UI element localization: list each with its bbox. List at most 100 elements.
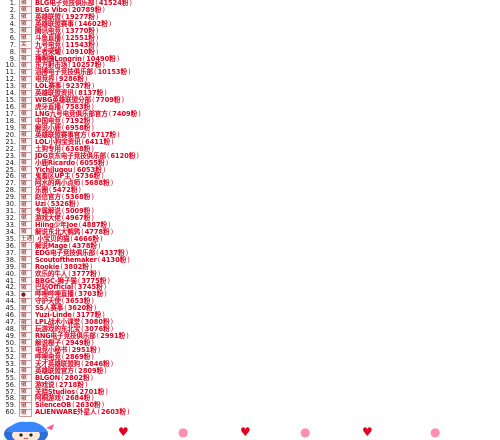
- entry-name[interactable]: 东方射击场: [35, 61, 68, 70]
- badge-icon: 徽: [19, 408, 32, 417]
- follower-count: 6958粉: [65, 123, 91, 132]
- entry-name[interactable]: Rookie: [35, 262, 60, 271]
- list-item: 23. 徽 JDG京东电子竞技俱乐部(6120粉): [0, 151, 500, 161]
- entry-name[interactable]: 阿水的两小点师: [35, 179, 81, 188]
- separator: (: [68, 5, 71, 14]
- entry-name[interactable]: 解说Mage: [35, 241, 68, 250]
- separator: (: [64, 304, 67, 313]
- entry-name[interactable]: 中国电竞: [35, 116, 61, 125]
- entry-name[interactable]: 九号电竞: [35, 40, 61, 49]
- entry-name[interactable]: 电竞小秘书: [35, 345, 68, 354]
- entry-name[interactable]: 斗鱼直播: [35, 33, 61, 42]
- entry-name[interactable]: 天才英雄联盟狗: [35, 359, 81, 368]
- entry-name[interactable]: Uzi: [35, 200, 47, 209]
- separator: ): [95, 33, 99, 42]
- separator: (: [62, 82, 65, 91]
- entry-name[interactable]: LNG九号电竞俱乐部官方: [35, 110, 108, 118]
- follower-count: 2809粉: [78, 366, 104, 375]
- separator: (: [73, 165, 76, 174]
- entry-name[interactable]: 专属解说: [35, 207, 61, 216]
- entry-name[interactable]: 哔哩电竞: [35, 352, 61, 361]
- separator: ): [104, 89, 107, 98]
- list-item: 49. 徽 RNG电子竞技俱乐部(2991粉): [0, 332, 500, 341]
- entry-name[interactable]: 哔哩哔哩直播: [35, 290, 74, 299]
- separator: (: [68, 269, 71, 278]
- entry-name[interactable]: BLGON: [35, 373, 61, 382]
- separator: ): [91, 116, 94, 125]
- follower-count: 3653粉: [65, 297, 91, 306]
- entry-name[interactable]: 英雄联盟赛事官方: [35, 130, 87, 139]
- separator: ): [121, 96, 125, 105]
- entry-name[interactable]: 鬼畜区UP主: [35, 172, 71, 181]
- entry-name[interactable]: 守护天使: [35, 297, 61, 306]
- entry-name[interactable]: Yuzi-Linde: [35, 311, 72, 320]
- entry-name[interactable]: BLG电子竞技俱乐部: [35, 0, 95, 7]
- follower-count: 9286粉: [58, 75, 84, 84]
- rank-number: 23.: [5, 151, 17, 160]
- entry-name[interactable]: 赵信官方: [35, 193, 61, 202]
- separator: (: [60, 262, 63, 271]
- separator: (: [61, 207, 65, 216]
- entry-name[interactable]: EDG电子竞技俱乐部: [35, 248, 96, 257]
- separator: ): [105, 158, 109, 167]
- entry-name[interactable]: 王者荣耀: [35, 47, 61, 56]
- follower-count: 10257粉: [71, 61, 102, 70]
- entry-name[interactable]: 阿桐游戏: [35, 394, 61, 403]
- separator: (: [61, 394, 65, 403]
- separator: (: [55, 75, 58, 84]
- entry-name[interactable]: 欢乐的牛人: [35, 269, 68, 278]
- entry-name[interactable]: Hiing少年Joe: [35, 221, 78, 229]
- entry-name[interactable]: 解说橙子: [35, 338, 61, 347]
- list-item: 56. 徽游戏说(2718粉): [0, 380, 500, 390]
- entry-name[interactable]: 玩游戏的东北宝: [35, 325, 81, 334]
- list-item: 11. 徽滔搏电子竞技俱乐部(10153粉): [0, 68, 500, 77]
- entry-name[interactable]: WBG英雄联盟分部: [35, 96, 91, 105]
- separator: (: [81, 318, 84, 327]
- follower-count: 2949粉: [65, 338, 91, 347]
- entry-name[interactable]: LOL赛事: [35, 82, 62, 91]
- rank-number: 27.: [5, 179, 17, 188]
- list-item: 33. 徽 Hiing少年Joe(4887粉): [0, 221, 500, 230]
- separator: ): [95, 40, 99, 49]
- entry-name[interactable]: 撸啊撸Longrin: [35, 54, 82, 63]
- entry-name[interactable]: 解说东北大鹌鹑: [35, 227, 81, 236]
- rank-number: 9.: [9, 54, 16, 63]
- rank-number: 60.: [5, 408, 17, 417]
- rank-number: 22.: [5, 144, 17, 153]
- entry-name[interactable]: LPL战术小课堂: [35, 318, 81, 327]
- entry-name[interactable]: 解说小鹿: [35, 123, 61, 132]
- entry-name[interactable]: BLG Vibo: [35, 5, 68, 14]
- entry-name[interactable]: 英雄联盟赛事: [35, 19, 74, 28]
- separator: (: [97, 408, 101, 417]
- entry-name[interactable]: 腾讯电竞: [35, 26, 61, 35]
- separator: (: [61, 40, 65, 49]
- entry-name[interactable]: 游戏说: [35, 380, 55, 389]
- entry-name[interactable]: 英雄联盟: [35, 12, 61, 21]
- entry-name[interactable]: 虎牙直播: [35, 103, 61, 112]
- list-item: 1. 徽 BLG电子竞技俱乐部(41524粉): [0, 0, 500, 8]
- entry-name[interactable]: JDG京东电子竞技俱乐部: [35, 151, 106, 160]
- entry-name[interactable]: RNG电子竞技俱乐部: [35, 332, 96, 340]
- entry-name[interactable]: 游戏大佬: [35, 214, 61, 223]
- separator: ): [110, 325, 114, 334]
- entry-name[interactable]: 土狗专用: [35, 144, 61, 153]
- rank-number: 6.: [9, 33, 16, 42]
- entry-name[interactable]: SS人赛事: [35, 304, 64, 313]
- entry-name[interactable]: 英雄联盟官方: [35, 366, 74, 375]
- entry-name[interactable]: 关晓Studios: [35, 387, 75, 396]
- entry-name[interactable]: 电竞界: [35, 75, 55, 84]
- entry-name[interactable]: Yichilugou: [35, 165, 73, 174]
- entry-name[interactable]: BBGC-狮子猫: [35, 276, 77, 285]
- rank-number: 53.: [5, 359, 17, 368]
- entry-name[interactable]: SilenceOB: [35, 401, 72, 410]
- entry-name[interactable]: 滔搏电子竞技俱乐部: [35, 68, 93, 77]
- follower-count: 6368粉: [65, 144, 91, 153]
- entry-name[interactable]: LOL小狗宝资讯: [35, 137, 81, 146]
- entry-name[interactable]: 巴站Official: [35, 283, 74, 292]
- entry-name[interactable]: ALIENWARE外星人: [35, 408, 97, 417]
- entry-name[interactable]: 小鹿Ricardo: [35, 158, 76, 167]
- entry-name[interactable]: 英雄联盟资讯: [35, 89, 74, 98]
- entry-name[interactable]: Scoutofthemaker: [35, 255, 97, 264]
- entry-name[interactable]: 乐圈: [35, 186, 48, 195]
- entry-name[interactable]: 小宝贝的猫: [37, 234, 70, 243]
